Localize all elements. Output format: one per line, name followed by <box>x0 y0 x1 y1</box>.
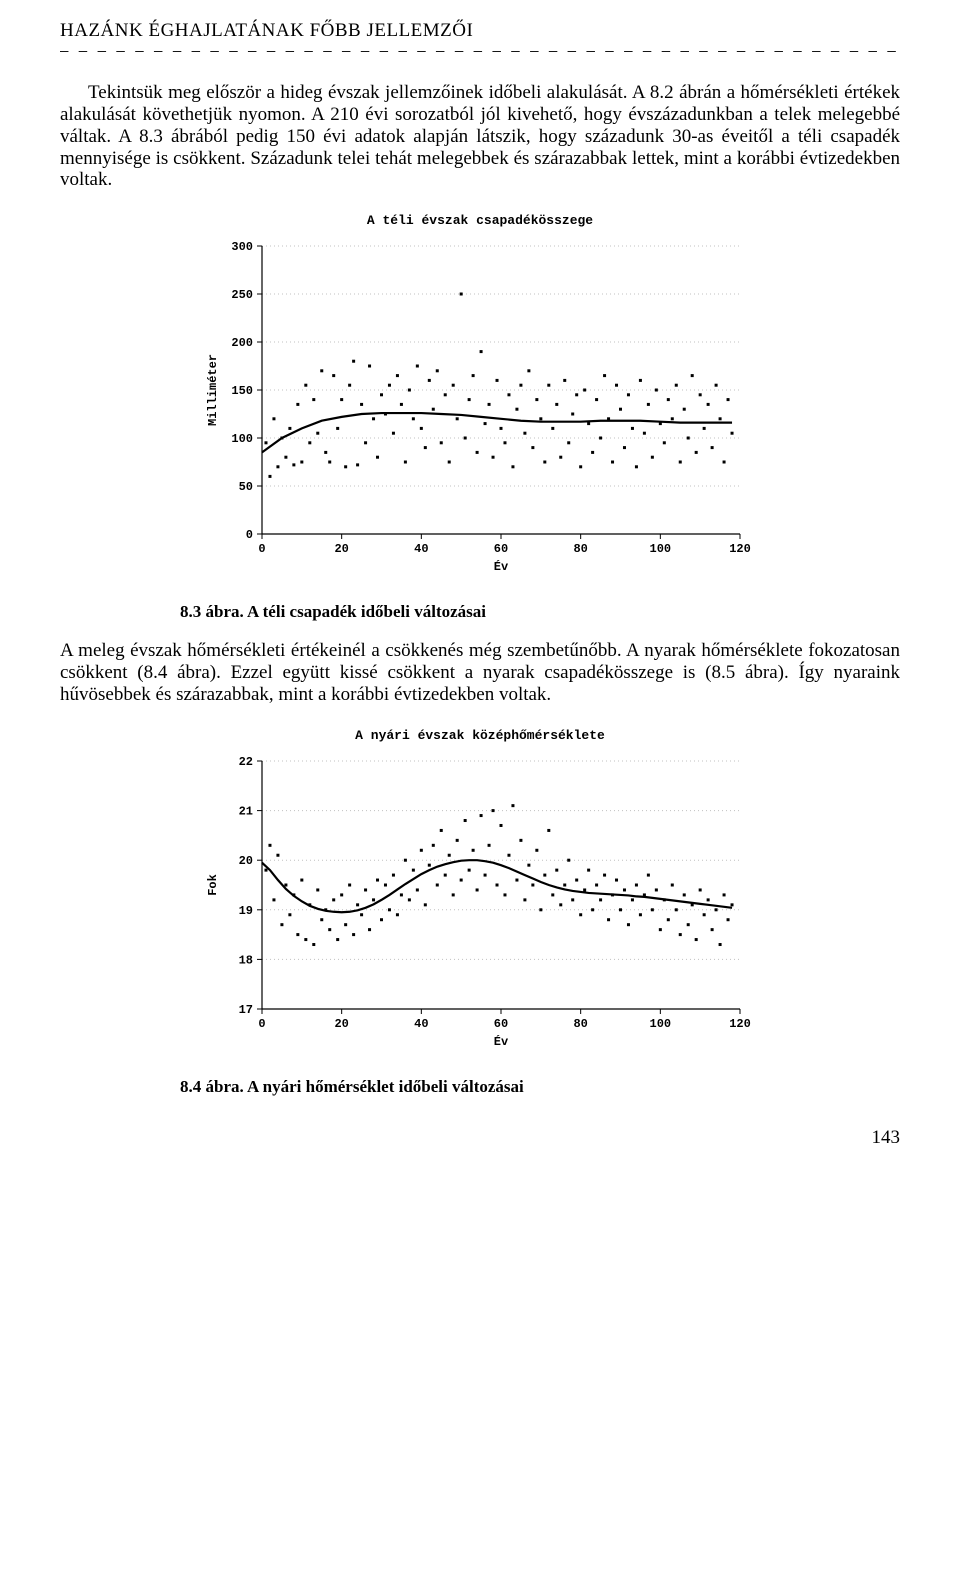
svg-text:0: 0 <box>258 1017 265 1031</box>
svg-text:100: 100 <box>650 1017 672 1031</box>
page-header: HAZÁNK ÉGHAJLATÁNAK FŐBB JELLEMZŐI <box>60 20 900 42</box>
svg-text:20: 20 <box>239 854 253 868</box>
caption-2-number: 8.4 ábra. <box>180 1077 244 1096</box>
svg-text:19: 19 <box>239 904 253 918</box>
svg-text:100: 100 <box>650 542 672 556</box>
svg-text:21: 21 <box>239 804 253 818</box>
caption-2: 8.4 ábra. A nyári hőmérséklet időbeli vá… <box>180 1077 900 1097</box>
svg-text:0: 0 <box>258 542 265 556</box>
svg-text:Fok: Fok <box>206 874 220 896</box>
svg-text:80: 80 <box>573 1017 587 1031</box>
chart-1-svg: 0 20 40 60 80 100 120 0 50 100 150 200 250 300 Év Milli… <box>200 236 760 576</box>
caption-2-text: A nyári hőmérséklet időbeli változásai <box>244 1077 524 1096</box>
svg-text:80: 80 <box>573 542 587 556</box>
paragraph-1: Tekintsük meg először a hideg évszak jel… <box>60 82 900 191</box>
svg-text:Év: Év <box>494 1034 508 1049</box>
chart-2-title: A nyári évszak középhőmérséklete <box>200 728 760 743</box>
chart-1-title: A téli évszak csapadékösszege <box>200 213 760 228</box>
svg-text:40: 40 <box>414 1017 428 1031</box>
chart-2-svg: 0 20 40 60 80 100 120 17 18 19 20 21 22 Év Fok <box>200 751 760 1051</box>
svg-text:22: 22 <box>239 755 253 769</box>
svg-text:18: 18 <box>239 953 253 967</box>
svg-text:300: 300 <box>231 240 253 254</box>
page-number: 143 <box>60 1127 900 1149</box>
svg-text:250: 250 <box>231 288 253 302</box>
svg-text:20: 20 <box>334 1017 348 1031</box>
svg-text:20: 20 <box>334 542 348 556</box>
svg-text:200: 200 <box>231 336 253 350</box>
svg-text:100: 100 <box>231 432 253 446</box>
svg-text:120: 120 <box>729 1017 751 1031</box>
svg-text:40: 40 <box>414 542 428 556</box>
svg-text:60: 60 <box>494 542 508 556</box>
caption-1-number: 8.3 ábra. <box>180 602 244 621</box>
chart-2-container: A nyári évszak középhőmérséklete 0 20 40 60… <box>200 728 760 1051</box>
svg-text:Milliméter: Milliméter <box>206 354 220 426</box>
caption-1: 8.3 ábra. A téli csapadék időbeli változ… <box>180 602 900 622</box>
header-dashline: — — — — — — — — — — — — — — — — — — — — … <box>60 44 900 60</box>
svg-text:60: 60 <box>494 1017 508 1031</box>
svg-text:150: 150 <box>231 384 253 398</box>
svg-text:120: 120 <box>729 542 751 556</box>
paragraph-2: A meleg évszak hőmérsékleti értékeinél a… <box>60 640 900 706</box>
caption-1-text: A téli csapadék időbeli változásai <box>244 602 486 621</box>
svg-text:0: 0 <box>246 528 253 542</box>
svg-text:50: 50 <box>239 480 253 494</box>
svg-text:Év: Év <box>494 559 508 574</box>
svg-text:17: 17 <box>239 1003 253 1017</box>
chart-1-container: A téli évszak csapadékösszege 0 20 40 60 80 1… <box>200 213 760 576</box>
